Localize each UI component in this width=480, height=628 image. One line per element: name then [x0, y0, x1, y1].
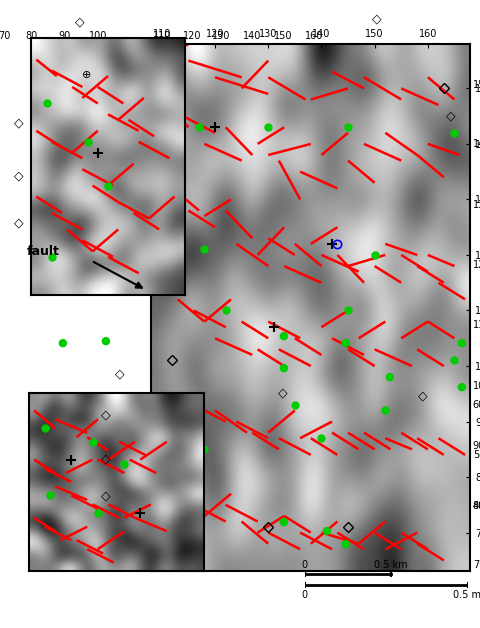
Text: ●: ● [384, 372, 394, 382]
Text: 60: 60 [473, 400, 480, 410]
Text: 80: 80 [473, 501, 480, 511]
Text: ●: ● [278, 362, 288, 372]
Text: ●: ● [322, 526, 331, 536]
Text: ◇: ◇ [14, 217, 24, 229]
Text: ●: ● [456, 337, 466, 347]
Text: ◇: ◇ [446, 110, 456, 122]
Text: 150: 150 [274, 31, 292, 41]
Text: 0.5 mi: 0.5 mi [453, 590, 480, 600]
Text: 140: 140 [473, 139, 480, 149]
Text: ●: ● [101, 336, 110, 346]
Text: 130: 130 [212, 31, 230, 41]
Text: ◇: ◇ [418, 389, 427, 402]
Text: ●: ● [278, 516, 288, 526]
Text: 90: 90 [473, 441, 480, 451]
Text: ◇: ◇ [101, 490, 110, 502]
Text: fault: fault [26, 245, 59, 257]
Text: 130: 130 [473, 200, 480, 210]
Text: ●: ● [341, 538, 350, 548]
Text: ⊕: ⊕ [82, 70, 91, 80]
Text: 70: 70 [0, 31, 11, 41]
Text: ●: ● [278, 331, 288, 341]
Text: 120: 120 [183, 31, 201, 41]
Text: ◇: ◇ [75, 16, 85, 28]
Text: 50: 50 [473, 450, 480, 460]
Text: 0: 0 [302, 560, 308, 570]
Text: 110: 110 [153, 31, 171, 41]
Text: 110: 110 [473, 320, 480, 330]
Text: ◇: ◇ [372, 13, 382, 25]
Text: ◇: ◇ [101, 452, 110, 465]
Text: 100: 100 [89, 31, 108, 41]
Text: ◇: ◇ [14, 170, 24, 182]
Text: 120: 120 [473, 260, 480, 270]
Text: ◇: ◇ [101, 408, 110, 421]
Text: 0.5 km: 0.5 km [374, 560, 408, 570]
Text: ◇: ◇ [14, 116, 24, 129]
Text: 140: 140 [243, 31, 261, 41]
Text: 80: 80 [25, 31, 37, 41]
Text: 40: 40 [473, 501, 480, 511]
Text: 70: 70 [473, 560, 480, 570]
Text: ●: ● [341, 337, 350, 347]
Text: ●: ● [456, 381, 466, 391]
Text: 150: 150 [473, 80, 480, 90]
Text: 100: 100 [473, 381, 480, 391]
Text: ●: ● [58, 337, 67, 347]
Text: 160: 160 [305, 31, 324, 41]
Text: ◇: ◇ [278, 386, 288, 399]
Text: 90: 90 [59, 31, 71, 41]
Text: ◇: ◇ [115, 367, 125, 380]
Text: 0: 0 [302, 590, 308, 600]
